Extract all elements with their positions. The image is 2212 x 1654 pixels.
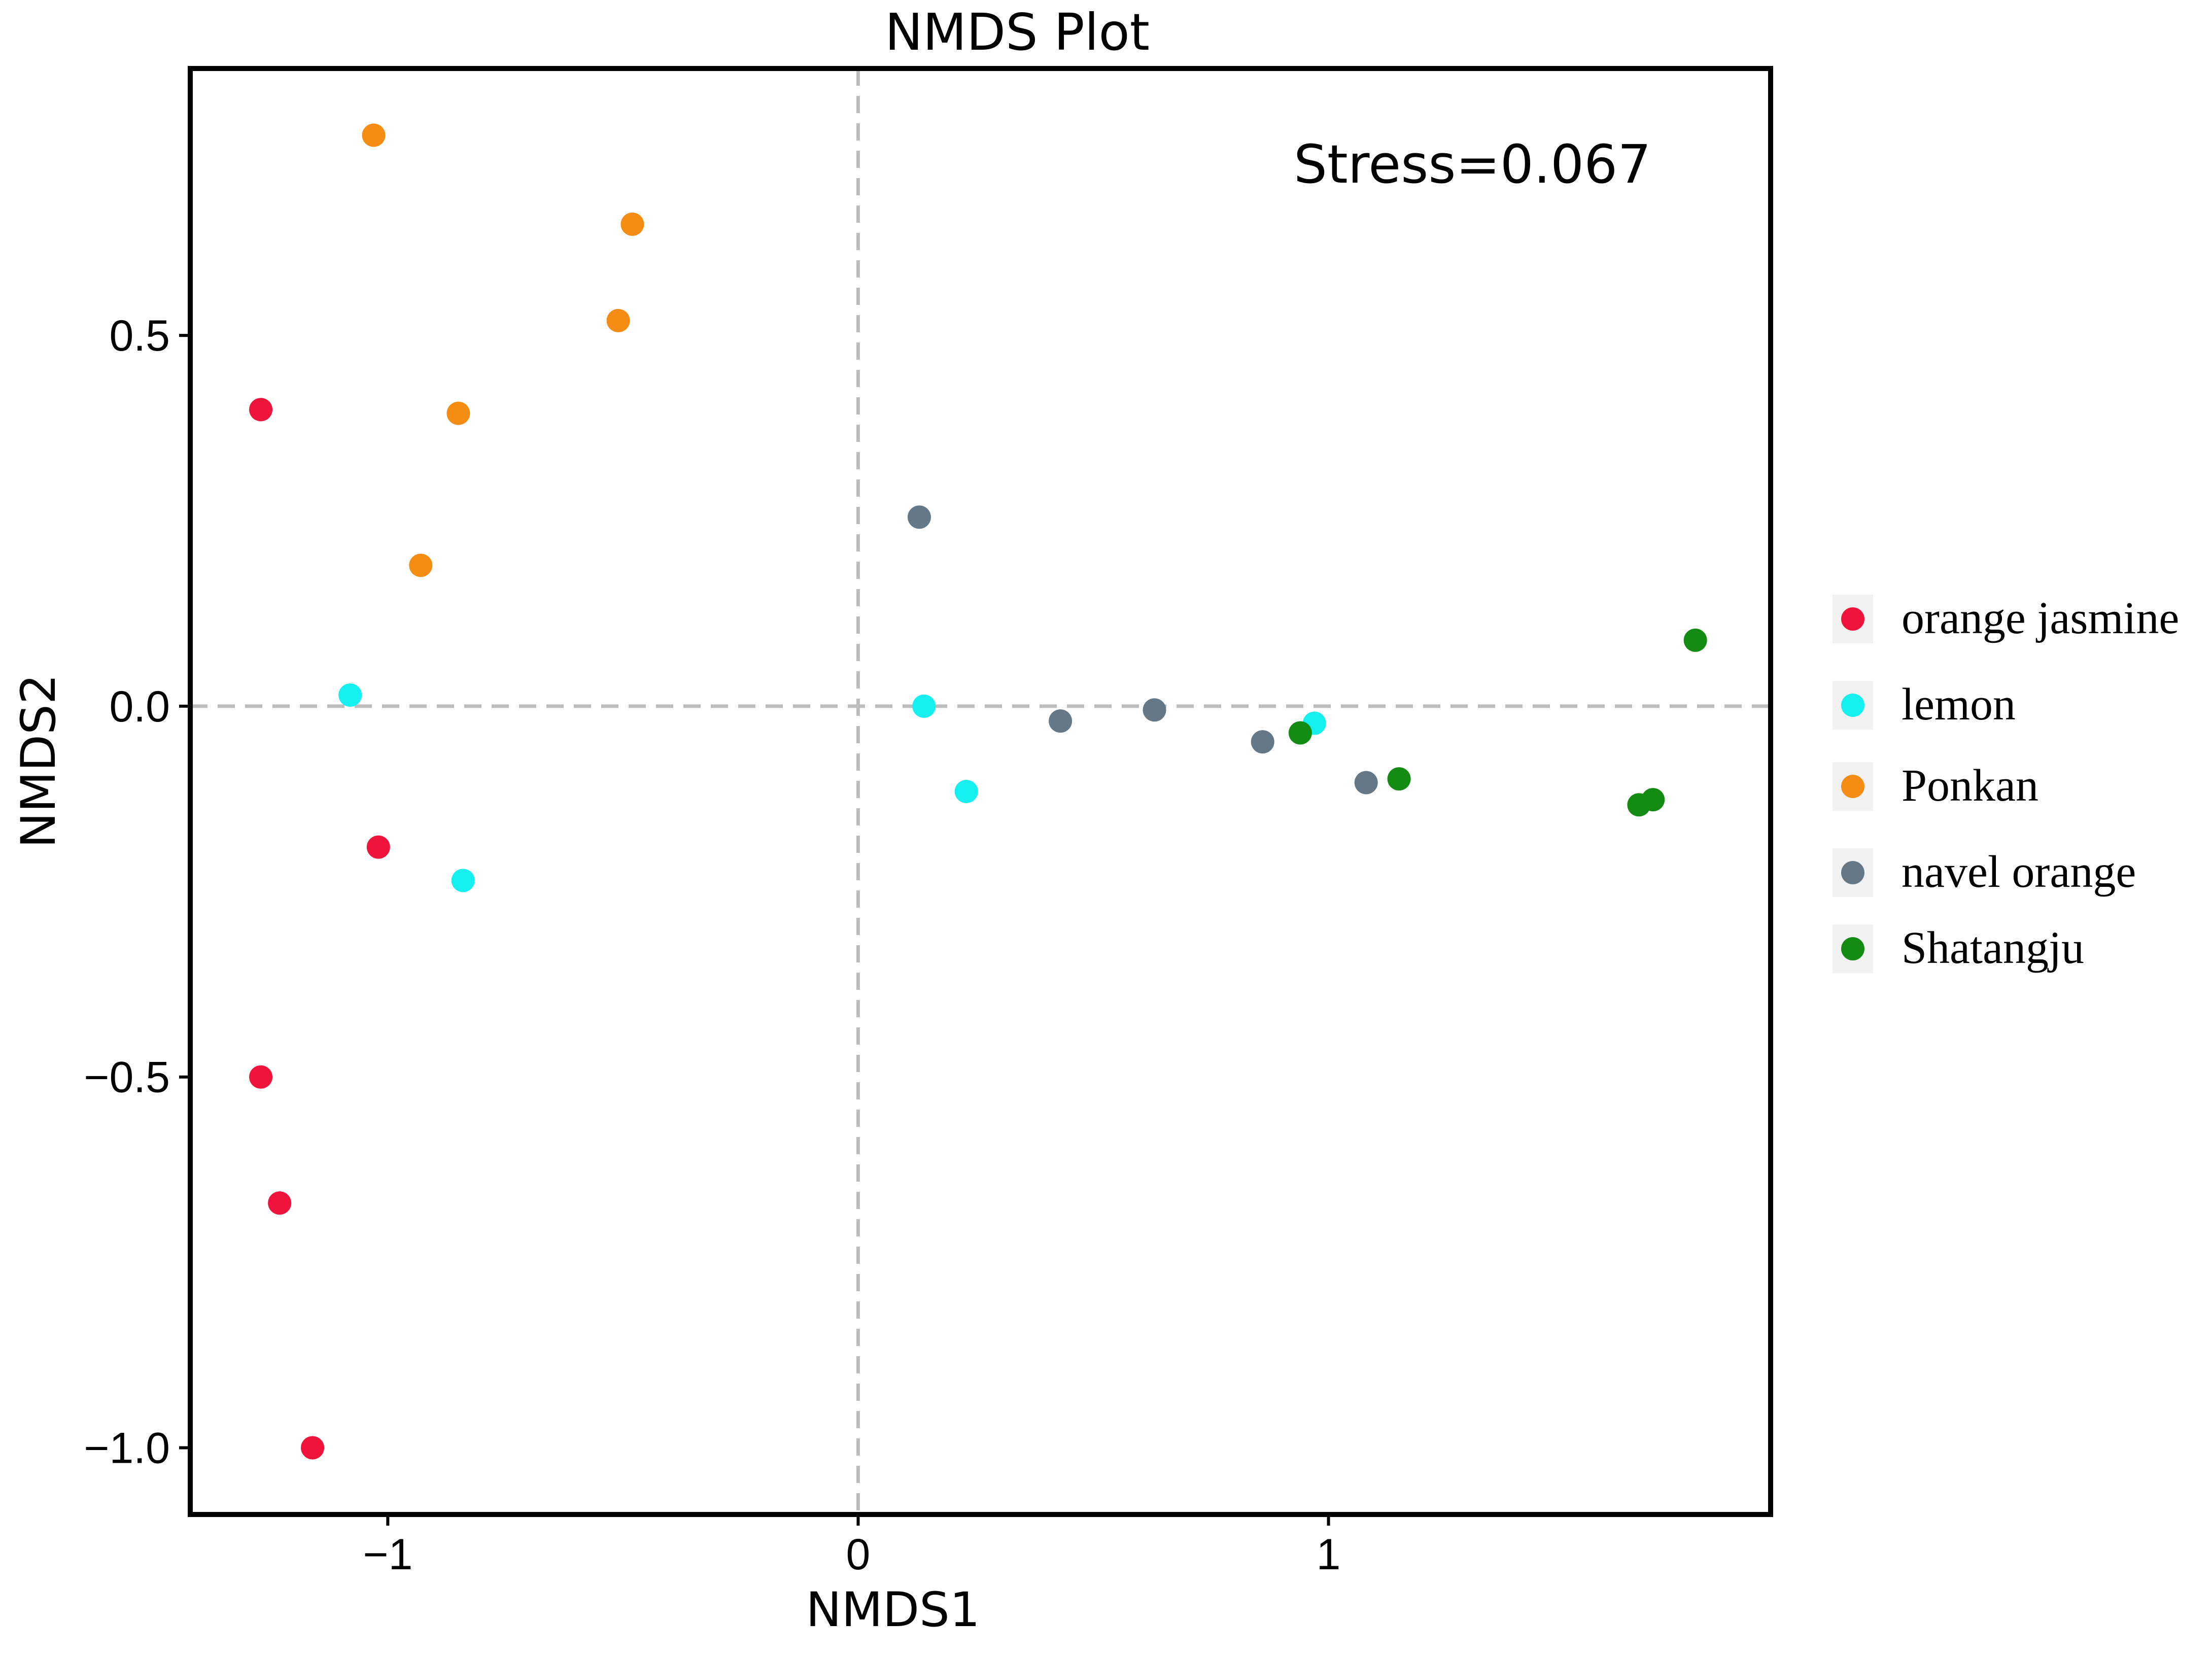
y-axis-label: NMDS2: [11, 674, 66, 848]
point-navel-orange: [1143, 698, 1166, 722]
point-orange-jasmine: [301, 1436, 325, 1460]
x-tick-label: −1: [363, 1530, 412, 1579]
legend-marker-orange-jasmine: [1841, 607, 1864, 631]
point-ponkan: [362, 123, 386, 147]
legend-label-ponkan: Ponkan: [1902, 761, 2038, 811]
plot-frame: [188, 66, 1773, 1517]
axis-ticks: −1 0 1 0.5 0.0 −0.5 −1.0: [84, 312, 1340, 1579]
legend-label-shatangju: Shatangju: [1902, 923, 2084, 973]
point-navel-orange: [907, 505, 931, 529]
x-axis-label: NMDS1: [806, 1582, 980, 1638]
point-orange-jasmine: [268, 1191, 292, 1215]
point-ponkan: [606, 308, 630, 332]
point-ponkan: [446, 401, 470, 425]
x-tick-label: 1: [1317, 1530, 1341, 1579]
point-ponkan: [620, 212, 644, 236]
reference-lines: [190, 68, 1771, 1514]
data-points: [249, 123, 1707, 1460]
point-shatangju: [1288, 721, 1312, 745]
legend-label-lemon: lemon: [1902, 679, 2016, 730]
point-lemon: [912, 694, 936, 718]
legend-marker-shatangju: [1841, 937, 1864, 960]
point-navel-orange: [1251, 730, 1274, 754]
y-tick-label: −0.5: [84, 1053, 170, 1102]
point-lemon: [451, 869, 475, 892]
point-navel-orange: [1049, 709, 1073, 733]
point-shatangju: [1641, 788, 1665, 812]
point-lemon: [954, 780, 978, 803]
point-lemon: [338, 683, 362, 707]
stress-annotation: Stress=0.067: [1294, 133, 1651, 195]
legend-marker-lemon: [1841, 694, 1864, 717]
legend-marker-ponkan: [1841, 775, 1864, 798]
point-shatangju: [1387, 767, 1411, 791]
point-navel-orange: [1354, 771, 1378, 795]
point-orange-jasmine: [249, 398, 273, 422]
point-orange-jasmine: [249, 1065, 273, 1089]
point-ponkan: [409, 554, 433, 577]
y-tick-label: −1.0: [84, 1424, 170, 1472]
point-orange-jasmine: [366, 835, 390, 859]
legend-marker-navel-orange: [1841, 861, 1864, 884]
y-tick-label: 0.5: [109, 312, 170, 360]
legend-label-navel-orange: navel orange: [1902, 847, 2136, 897]
y-tick-label: 0.0: [109, 682, 170, 731]
chart-title: NMDS Plot: [885, 3, 1150, 62]
point-shatangju: [1683, 628, 1707, 652]
legend-label-orange-jasmine: orange jasmine: [1902, 593, 2179, 643]
legend: orange jasmine lemon Ponkan navel orange Sha…: [1833, 593, 2179, 973]
x-tick-label: 0: [846, 1530, 871, 1579]
